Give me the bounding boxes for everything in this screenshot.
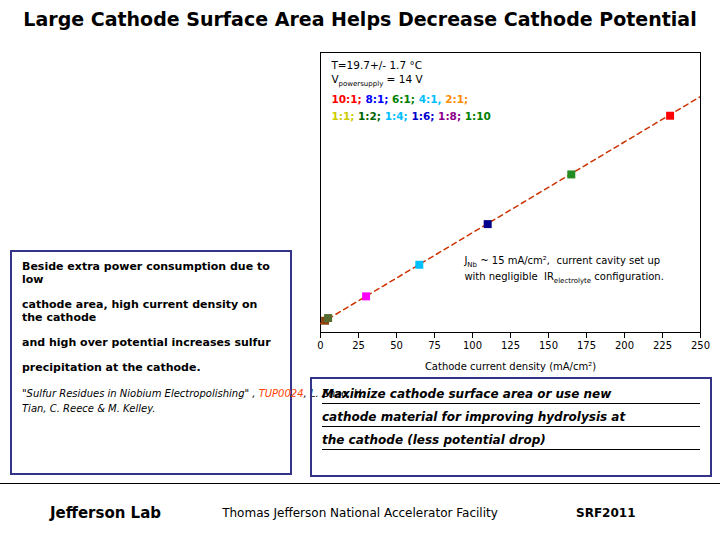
svg-text:175: 175 (577, 340, 596, 351)
html-text:10:1; 8:1; 6:1; 4:1, 2:1;: 10:1; 8:1; 6:1; 4:1, 2:1; (331, 93, 469, 106)
html-text:Beside extra power consumption: Beside extra power consumption due to lo… (22, 260, 270, 286)
svg-text:0: 0 (317, 340, 323, 351)
svg-text:250: 250 (691, 340, 710, 351)
html-text:Maximize cathode surface area: Maximize cathode surface area or use new (322, 387, 612, 401)
html-text:1:1; 1:2; 1:4; 1:6; 1:8; 1:10: 1:1; 1:2; 1:4; 1:6; 1:8; 1:10 (331, 110, 491, 123)
html-text:SRF2011: SRF2011 (576, 505, 636, 520)
svg-text:Cathode current density (mA/cm: Cathode current density (mA/cm²) (425, 361, 596, 372)
html-text:Thomas Jefferson National Acce: Thomas Jefferson National Accelerator Fa… (222, 505, 498, 520)
html-text:precipitation at the cathode.: precipitation at the cathode. (22, 361, 201, 374)
svg-text:75: 75 (428, 340, 441, 351)
svg-text:50: 50 (390, 340, 403, 351)
html-text:Tian, C. Reece & M. Kelley.: Tian, C. Reece & M. Kelley. (22, 403, 156, 414)
html-text:Vpowersupply= 14 V: Vpowersupply= 14 V (331, 72, 423, 88)
html-text:with negligible IRelectrolytec: with negligible IRelectrolyteconfigurati… (464, 271, 664, 285)
svg-text:225: 225 (653, 340, 672, 351)
html-text:Jefferson Lab: Jefferson Lab (50, 503, 161, 522)
svg-text:150: 150 (539, 340, 558, 351)
svg-text:200: 200 (615, 340, 634, 351)
svg-text:125: 125 (501, 340, 520, 351)
html-text:the cathode (less potential dr: the cathode (less potential drop) (322, 433, 546, 447)
html-text:T=19.7+/- 1.7 °C: T=19.7+/- 1.7 °C (331, 58, 423, 71)
html-text:cathode area, high current den: cathode area, high current density on th… (22, 298, 258, 324)
svg-text:25: 25 (352, 340, 365, 351)
html-text:JNb~ 15 mA/cm², current cavity: JNb~ 15 mA/cm², current cavity set up (464, 254, 661, 269)
html-text:Large Cathode Surface Area Hel: Large Cathode Surface Area Helps Decreas… (23, 8, 697, 30)
html-text:and high over potential increa: and high over potential increases sulfur (22, 336, 271, 349)
html-text:"Sulfur Residues in Niobium El: "Sulfur Residues in Niobium Electropolis… (22, 388, 365, 399)
svg-text:100: 100 (463, 340, 482, 351)
html-text:cathode material for improving: cathode material for improving hydrolysi… (322, 410, 626, 424)
